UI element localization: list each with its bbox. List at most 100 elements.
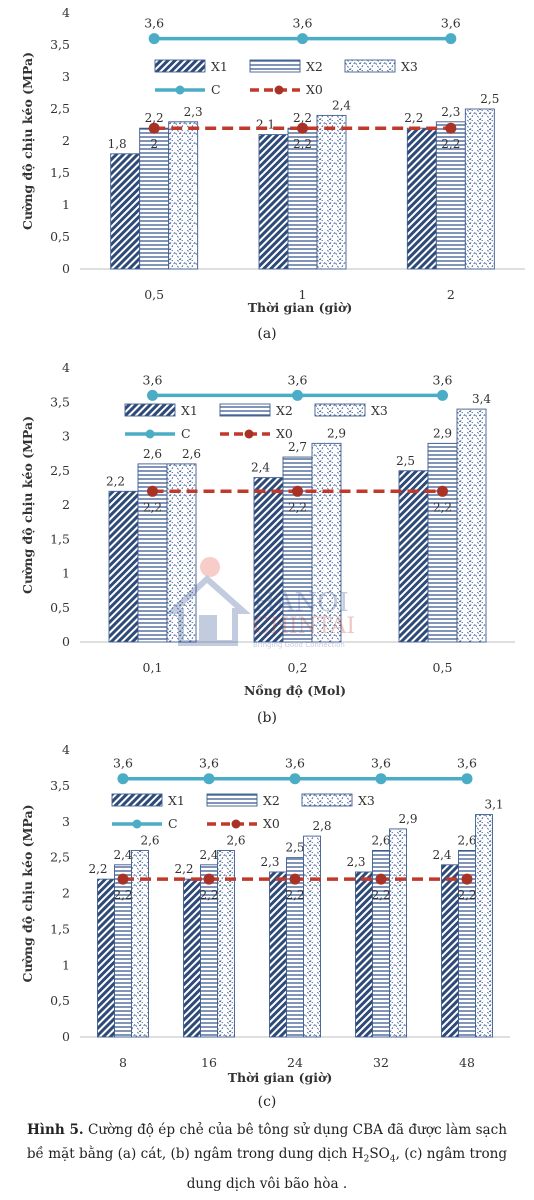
point-x0 — [375, 873, 387, 885]
y-tick-label: 3 — [62, 429, 70, 444]
bar-x1 — [110, 153, 141, 270]
point-x0 — [148, 122, 160, 134]
data-label-x3: 2,8 — [312, 819, 331, 833]
y-tick-label: 0,5 — [50, 993, 70, 1008]
x-axis-title: Thời gian (giờ) — [228, 1070, 333, 1085]
data-label-c: 3,6 — [285, 756, 305, 771]
bar-x3 — [475, 814, 493, 1038]
legend-label-c: C — [181, 426, 191, 441]
point-x0 — [297, 122, 308, 134]
caption-line-2: bề mặt bằng (a) cát, (b) ngâm trong dung… — [6, 1142, 528, 1172]
point-x0 — [147, 485, 158, 497]
data-label-x0: 2,2 — [288, 500, 307, 514]
x-tick-label: 16 — [201, 1055, 217, 1070]
data-label-x0: 2,2 — [457, 888, 476, 902]
caption-line-1: Hình 5. Cường độ ép chẻ của bê tông sử d… — [6, 1118, 528, 1142]
y-tick-label: 1 — [62, 957, 70, 972]
data-label-x2: 2,3 — [441, 105, 460, 119]
data-label-x1: 2,2 — [404, 111, 423, 125]
legend-marker-x0 — [231, 819, 241, 829]
data-label-x2: 2,4 — [199, 848, 218, 862]
data-label-x2: 2,4 — [113, 848, 132, 862]
y-tick-label: 2,5 — [50, 463, 70, 478]
legend-marker-x0 — [244, 429, 254, 439]
legend-label-x1: X1 — [168, 793, 185, 808]
y-tick-label: 0 — [62, 634, 70, 649]
data-label-x1: 2,4 — [432, 848, 451, 862]
data-label-x3: 2,3 — [184, 105, 203, 119]
y-tick-label: 1,5 — [50, 921, 70, 936]
chart-panel-c: 0 0,5 1 1,5 2 2,5 3 3,5 4 Cường độ chịu kéo (MPa)… — [0, 742, 534, 1088]
panel-label-c: (c) — [257, 1094, 277, 1110]
data-label-x3: 3,4 — [472, 392, 491, 406]
data-label-x3: 3,1 — [484, 798, 503, 812]
legend-label-x0: X0 — [276, 426, 293, 441]
data-label-x3: 2,4 — [332, 98, 351, 112]
bar-x3 — [311, 442, 342, 643]
y-tick-label: 0,5 — [50, 600, 70, 615]
bar-x2 — [427, 442, 458, 643]
point-x0 — [461, 873, 473, 885]
data-label-c: 3,6 — [441, 16, 461, 31]
data-label-x3: 2,6 — [226, 833, 245, 847]
point-c — [147, 389, 158, 401]
panel-label-b: (b) — [257, 710, 277, 726]
y-axis-title: Cường độ chịu kéo (MPa) — [20, 416, 35, 594]
data-label-c: 3,6 — [371, 756, 391, 771]
y-tick-label: 2,5 — [50, 850, 70, 865]
y-tick-label: 3 — [62, 69, 70, 84]
bar-x1 — [183, 878, 201, 1038]
legend-label-x3: X3 — [358, 793, 375, 808]
bar-x3 — [303, 835, 321, 1038]
bar-x1 — [269, 871, 287, 1038]
data-label-x2: 2,9 — [433, 426, 452, 440]
x-tick-label: 1 — [299, 287, 307, 302]
caption-line-3: dung dịch vôi bão hòa . — [186, 1175, 348, 1192]
legend-marker-x0 — [274, 85, 284, 95]
caption-text-1: Cường độ ép chẻ của bê tông sử dụng CBA … — [87, 1122, 508, 1138]
data-label-x1: 2,2 — [106, 474, 125, 488]
point-x0 — [292, 485, 303, 497]
chart-c: 0 0,5 1 1,5 2 2,5 3 3,5 4 Cường độ chịu kéo (MPa)… — [20, 742, 510, 1085]
data-label-x2: 2,5 — [285, 841, 304, 855]
data-label-c: 3,6 — [113, 756, 133, 771]
point-c — [461, 773, 473, 785]
data-label-x3: 2,6 — [140, 833, 159, 847]
y-axis-title: Cường độ chịu kéo (MPa) — [20, 52, 35, 230]
legend-swatch-x3 — [301, 793, 353, 807]
bar-x2 — [282, 456, 313, 643]
bar-x2 — [435, 121, 466, 270]
data-label-x2: 2,2 — [145, 111, 164, 125]
x-tick-label: 24 — [287, 1055, 303, 1070]
data-label-x3: 2,9 — [327, 426, 346, 440]
point-c — [445, 33, 457, 45]
legend-label-x1: X1 — [211, 59, 228, 74]
y-tick-label: 2,5 — [50, 101, 70, 116]
point-c — [297, 33, 308, 45]
chart-b: 0 0,5 1 1,5 2 2,5 3 3,5 4 Cường độ chịu kéo (MPa)… — [20, 362, 515, 698]
y-tick-label: 3,5 — [50, 37, 70, 52]
legend-label-x1: X1 — [181, 403, 198, 418]
data-label-x1: 2,2 — [88, 862, 107, 876]
data-label-x0: 2 — [150, 137, 158, 151]
caption-text-2c: , (c) ngâm trong — [395, 1146, 508, 1162]
data-label-x0: 2,2 — [433, 500, 452, 514]
legend-label-x2: X2 — [276, 403, 293, 418]
data-label-x1: 2,3 — [346, 855, 365, 869]
point-x0 — [289, 873, 301, 885]
legend-swatch-x1 — [111, 793, 163, 807]
bar-x2 — [139, 127, 170, 270]
chart-panel-a: 0 0,5 1 1,5 2 2,5 3 3,5 4 Cường độ chịu kéo (MPa)… — [0, 0, 534, 318]
y-tick-label: 2 — [62, 497, 70, 512]
point-x0 — [203, 873, 215, 885]
data-label-c: 3,6 — [288, 372, 308, 387]
legend-swatch-x2 — [249, 59, 301, 73]
legend-label-x3: X3 — [401, 59, 418, 74]
y-tick-label: 3,5 — [50, 778, 70, 793]
caption-text-2a: bề mặt bằng (a) cát, (b) ngâm trong dung… — [26, 1146, 364, 1162]
point-c — [437, 389, 448, 401]
data-label-x0: 2,2 — [199, 888, 218, 902]
legend-label-c: C — [211, 82, 221, 97]
legend-marker-c — [145, 429, 155, 439]
bar-x1 — [398, 470, 429, 643]
